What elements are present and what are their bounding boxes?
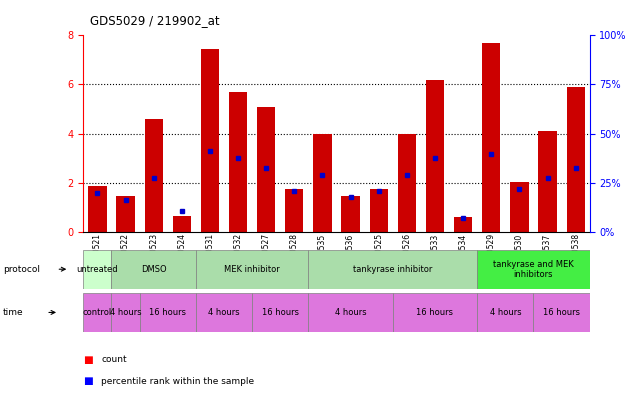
Bar	[252, 293, 308, 332]
Bar	[510, 182, 529, 232]
Bar	[342, 196, 360, 232]
Bar	[482, 43, 501, 232]
Bar	[477, 293, 533, 332]
Bar	[313, 134, 331, 232]
Bar	[88, 186, 106, 232]
Text: 16 hours: 16 hours	[417, 308, 453, 317]
Bar	[144, 119, 163, 232]
Bar	[397, 134, 416, 232]
Text: ■: ■	[83, 376, 93, 386]
Bar	[454, 217, 472, 232]
Text: 16 hours: 16 hours	[262, 308, 299, 317]
Text: 4 hours: 4 hours	[208, 308, 240, 317]
Bar	[370, 189, 388, 232]
Bar	[201, 49, 219, 232]
Text: tankyrase and MEK
inhibitors: tankyrase and MEK inhibitors	[493, 259, 574, 279]
Bar	[567, 87, 585, 232]
Text: DMSO: DMSO	[141, 265, 167, 274]
Text: tankyrase inhibitor: tankyrase inhibitor	[353, 265, 433, 274]
Text: 4 hours: 4 hours	[335, 308, 367, 317]
Text: 4 hours: 4 hours	[490, 308, 521, 317]
Bar	[426, 79, 444, 232]
Bar	[196, 250, 308, 289]
Bar	[172, 216, 191, 232]
Bar	[117, 196, 135, 232]
Bar	[140, 293, 196, 332]
Bar	[308, 293, 393, 332]
Text: MEK inhibitor: MEK inhibitor	[224, 265, 280, 274]
Bar	[196, 293, 252, 332]
Bar	[112, 293, 140, 332]
Bar	[229, 92, 247, 232]
Text: count: count	[101, 355, 127, 364]
Bar	[533, 293, 590, 332]
Text: 4 hours: 4 hours	[110, 308, 142, 317]
Text: percentile rank within the sample: percentile rank within the sample	[101, 377, 254, 386]
Bar	[538, 131, 556, 232]
Text: untreated: untreated	[76, 265, 118, 274]
Bar	[112, 250, 196, 289]
Text: protocol: protocol	[3, 265, 40, 274]
Text: 16 hours: 16 hours	[543, 308, 580, 317]
Bar	[393, 293, 477, 332]
Text: control: control	[83, 308, 112, 317]
Bar	[285, 189, 303, 232]
Text: ■: ■	[83, 354, 93, 365]
Bar	[257, 107, 276, 232]
Bar	[308, 250, 477, 289]
Bar	[477, 250, 590, 289]
Text: time: time	[3, 308, 24, 317]
Text: GDS5029 / 219902_at: GDS5029 / 219902_at	[90, 14, 219, 27]
Bar	[83, 250, 112, 289]
Bar	[83, 293, 112, 332]
Text: 16 hours: 16 hours	[149, 308, 187, 317]
